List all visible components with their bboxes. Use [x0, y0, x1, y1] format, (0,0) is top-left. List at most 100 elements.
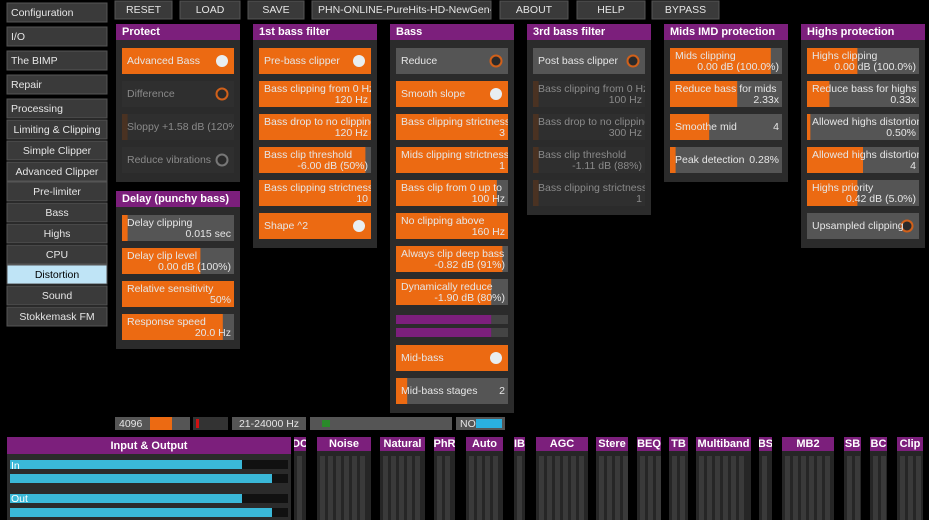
control[interactable]: Mid-bass stages 2: [396, 378, 508, 404]
sidebar-item[interactable]: [6, 119, 108, 140]
panel-title: Mids IMD protection: [670, 26, 775, 38]
sidebar-item[interactable]: [6, 202, 108, 223]
module-meter: [336, 456, 341, 520]
module-title: BC: [871, 438, 887, 450]
module-clip: Clip: [900, 438, 921, 450]
module-clip: SB: [845, 438, 860, 450]
toolbar-button[interactable]: [114, 0, 173, 20]
control[interactable]: Always clip deep bass-0.82 dB (91%): [396, 246, 508, 272]
module-title: BEQ: [637, 438, 661, 450]
sidebar-item[interactable]: [6, 285, 108, 306]
slider-bg: [533, 114, 645, 140]
module-header: [434, 437, 455, 451]
control[interactable]: Post bass clipper: [533, 48, 645, 74]
control[interactable]: Peak detection 0.28%: [670, 147, 782, 173]
module-meter: [383, 456, 388, 520]
sidebar-item[interactable]: [6, 140, 108, 161]
toolbar-button[interactable]: [651, 0, 720, 20]
control[interactable]: Sloppy +1.58 dB (120%): [122, 114, 241, 140]
module-title: AGC: [550, 438, 575, 450]
toolbar-button[interactable]: [499, 0, 569, 20]
control-label: Shape ^2: [264, 220, 308, 232]
toggle-bg: [396, 81, 508, 107]
control[interactable]: Shape ^2: [259, 213, 371, 239]
sidebar-item[interactable]: [6, 264, 108, 285]
module-clip: DC: [294, 438, 306, 450]
toolbar-button[interactable]: [576, 0, 646, 20]
sidebar-item[interactable]: [6, 244, 108, 265]
module-header: [897, 437, 923, 451]
sidebar-item[interactable]: [6, 2, 108, 23]
io-meter: [10, 508, 272, 517]
sidebar-item[interactable]: [6, 181, 108, 202]
sidebar-item[interactable]: [6, 26, 108, 47]
sidebar-item[interactable]: [6, 223, 108, 244]
slider-fill: [396, 246, 503, 272]
control-label: Peak detection: [675, 154, 745, 166]
sidebar-item[interactable]: [6, 161, 108, 182]
toggle-knob: [489, 54, 503, 68]
toolbar-button[interactable]: [311, 0, 492, 20]
control[interactable]: Bass clip threshold-1.11 dB (88%): [533, 147, 645, 173]
control-value: 100 Hz: [609, 94, 642, 106]
control-value: 1: [499, 160, 505, 172]
panel-header: [664, 24, 788, 40]
slider-fill: [122, 281, 234, 307]
control-label: Smoothe mid: [675, 121, 737, 133]
control[interactable]: Bass clip threshold-6.00 dB (50%): [259, 147, 371, 173]
control[interactable]: Upsampled clipping: [807, 213, 919, 239]
module-meter: [881, 456, 886, 520]
module-meter: [825, 456, 830, 520]
slider-fill: [396, 213, 508, 239]
module-meter: [900, 456, 905, 520]
toolbar-button[interactable]: [179, 0, 241, 20]
toolbar-button[interactable]: [247, 0, 305, 20]
sidebar-item[interactable]: [6, 50, 108, 71]
module-header: [782, 437, 834, 451]
module-title: Stere: [598, 438, 626, 450]
sidebar-item[interactable]: [6, 306, 108, 327]
control[interactable]: Dynamically reduce-1.90 dB (80%): [396, 279, 508, 305]
slider-fill: [533, 81, 539, 107]
control[interactable]: Reduce vibrations: [122, 147, 234, 173]
control[interactable]: Advanced Bass: [122, 48, 234, 74]
control[interactable]: Mid-bass: [396, 345, 508, 371]
control[interactable]: Smoothe mid 4: [670, 114, 782, 140]
module-meter: [328, 456, 333, 520]
control[interactable]: Smooth slope: [396, 81, 508, 107]
sidebar-label: Limiting & Clipping: [14, 124, 101, 136]
control[interactable]: Difference: [122, 81, 234, 107]
toggle-knob: [900, 219, 914, 233]
sidebar-item[interactable]: [6, 74, 108, 95]
panel-header: [116, 191, 240, 207]
control[interactable]: Reduce: [396, 48, 508, 74]
control[interactable]: Pre-bass clipper: [259, 48, 371, 74]
sidebar-item[interactable]: [6, 98, 108, 119]
control-clip: Advanced Bass: [127, 55, 200, 67]
sidebar-label: Pre-limiter: [33, 186, 81, 198]
control-label: Delay clipping: [127, 217, 193, 229]
